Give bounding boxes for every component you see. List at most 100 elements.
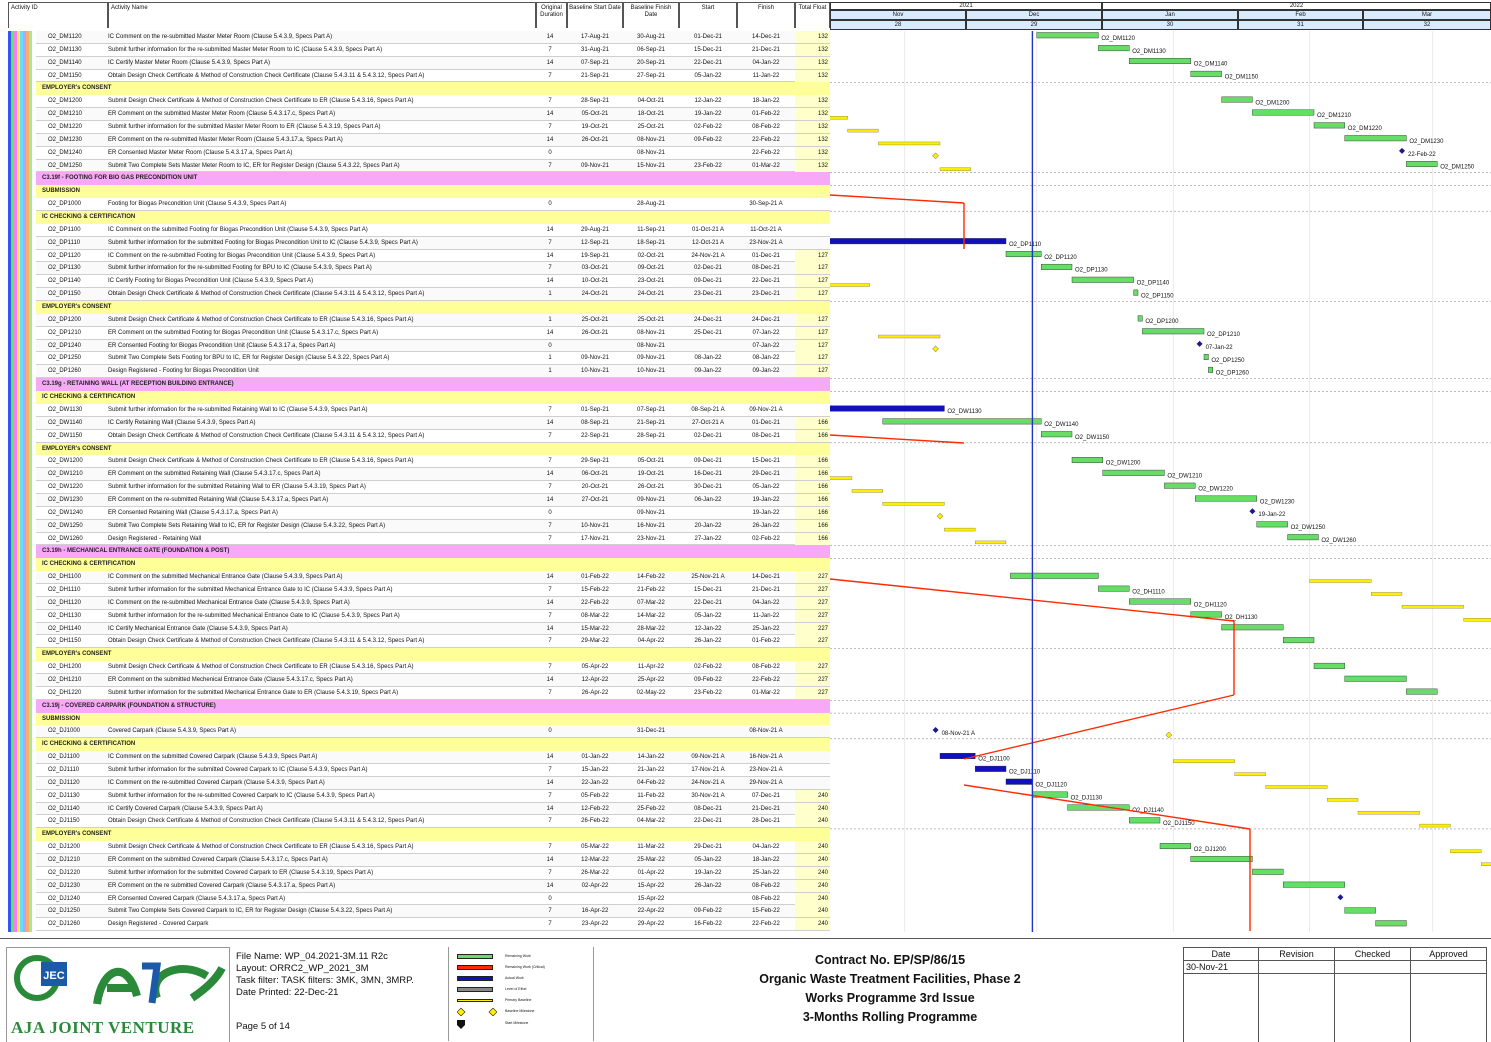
- activity-row[interactable]: O2_DW1230 ER Comment on the re-submitted …: [36, 493, 830, 507]
- activity-row[interactable]: O2_DM1220 Submit further information for …: [36, 121, 830, 134]
- col-activity-id[interactable]: Activity ID: [8, 2, 108, 28]
- activity-row[interactable]: O2_DW1200 Submit Design Check Certificate…: [36, 455, 830, 469]
- activity-row[interactable]: O2_DM1130 Submit further information for …: [36, 43, 830, 57]
- col-orig-duration[interactable]: Original Duration: [536, 2, 567, 28]
- activity-row[interactable]: O2_DP1240 ER Consented Footing for Biogas…: [36, 339, 830, 353]
- finish-date: 08-Feb-22: [752, 664, 780, 671]
- activity-row[interactable]: O2_DJ1250 Submit Two Complete Sets Covere…: [36, 905, 830, 919]
- activity-row[interactable]: O2_DM1240 ER Consented Master Meter Room …: [36, 146, 830, 160]
- activity-row[interactable]: O2_DM1210 ER Comment on the submitted Mas…: [36, 108, 830, 122]
- activity-row[interactable]: O2_DM1230 ER Comment on the re-submitted …: [36, 133, 830, 147]
- activity-row[interactable]: O2_DP1140 IC Certify Footing for Biogas P…: [36, 275, 830, 289]
- baseline-start: 12-Apr-22: [581, 676, 609, 683]
- wbs-section-header[interactable]: C3.19h - MECHANICAL ENTRANCE GATE (FOUND…: [36, 545, 830, 559]
- activity-row[interactable]: O2_DW1220 Submit further information for …: [36, 481, 830, 494]
- activity-row[interactable]: O2_DM1250 Submit Two Complete Sets Master…: [36, 159, 830, 173]
- wbs-subsection-header[interactable]: EMPLOYER's CONSENT: [36, 442, 830, 456]
- col-baseline-start[interactable]: Baseline Start Date: [567, 2, 623, 28]
- activity-row[interactable]: O2_DP1110 Submit further information for …: [36, 236, 830, 250]
- activity-row[interactable]: O2_DP1100 IC Comment on the submitted Foo…: [36, 223, 830, 237]
- wbs-section-header[interactable]: C3.19j - COVERED CARPARK (FOUNDATION & S…: [36, 699, 830, 713]
- col-total-float[interactable]: Total Float: [795, 2, 830, 28]
- wbs-subsection-header[interactable]: SUBMISSION: [36, 712, 830, 726]
- baseline-start: 05-Mar-22: [581, 844, 609, 851]
- activity-row[interactable]: O2_DW1240 ER Consented Retaining Wall (Cl…: [36, 506, 830, 520]
- baseline-finish: 21-Sep-21: [636, 419, 666, 426]
- wbs-subsection-header[interactable]: EMPLOYER's CONSENT: [36, 82, 830, 96]
- wbs-subsection-header[interactable]: IC CHECKING & CERTIFICATION: [36, 391, 830, 404]
- start-date: 23-Feb-22: [694, 689, 722, 696]
- finish-date: 29-Nov-21 A: [749, 779, 783, 786]
- baseline-finish: 09-Nov-21: [636, 509, 665, 516]
- activity-row[interactable]: O2_DJ1260 Design Registered - Covered Car…: [36, 918, 830, 932]
- activity-row[interactable]: O2_DW1140 IC Certify Retaining Wall (Clau…: [36, 416, 830, 430]
- activity-row[interactable]: O2_DM1150 Obtain Design Check Certificate…: [36, 69, 830, 83]
- bar-label: 07-Jan-22: [1206, 345, 1234, 351]
- col-finish[interactable]: Finish: [737, 2, 795, 28]
- activity-row[interactable]: O2_DJ1130 Submit further information for …: [36, 789, 830, 803]
- activity-row[interactable]: O2_DW1250 Submit Two Complete Sets Retain…: [36, 519, 830, 533]
- activity-row[interactable]: O2_DP1200 Submit Design Check Certificate…: [36, 313, 830, 327]
- activity-row[interactable]: O2_DH1120 IC Comment on the re-submitted …: [36, 596, 830, 610]
- activity-row[interactable]: O2_DH1220 Submit further information for …: [36, 686, 830, 700]
- finish-date: 29-Dec-21: [751, 471, 780, 478]
- activity-row[interactable]: O2_DJ1230 ER Comment on the re submitted …: [36, 879, 830, 893]
- activity-row[interactable]: O2_DM1140 IC Certify Master Meter Room (C…: [36, 56, 830, 70]
- finish-date: 02-Feb-22: [752, 535, 780, 542]
- finish-date: 30-Sep-21 A: [749, 201, 783, 208]
- col-activity-name[interactable]: Activity Name: [108, 2, 536, 28]
- activity-row[interactable]: O2_DP1210 ER Comment on the submitted Foo…: [36, 326, 830, 340]
- original-duration: 7: [548, 638, 552, 645]
- activity-row[interactable]: O2_DH1210 ER Comment on the submitted Mec…: [36, 673, 830, 687]
- col-start[interactable]: Start: [679, 2, 737, 28]
- activity-row[interactable]: O2_DP1130 Submit further information for …: [36, 262, 830, 276]
- wbs-subsection-header[interactable]: IC CHECKING & CERTIFICATION: [36, 558, 830, 572]
- wbs-section-header[interactable]: C3.19g - RETAINING WALL (AT RECEPTION BU…: [36, 378, 830, 392]
- wbs-subsection-header[interactable]: IC CHECKING & CERTIFICATION: [36, 211, 830, 224]
- activity-row[interactable]: O2_DP1260 Design Registered - Footing for…: [36, 365, 830, 379]
- finish-date: 01-Feb-22: [752, 638, 780, 645]
- total-float: 227: [795, 686, 830, 699]
- activity-row[interactable]: O2_DJ1100 IC Comment on the submitted Cov…: [36, 751, 830, 764]
- activity-name: IC Certify Covered Carpark (Clause 5.4.3…: [108, 805, 263, 812]
- activity-row[interactable]: O2_DJ1120 IC Comment on the re-submitted …: [36, 776, 830, 790]
- baseline-start: 23-Apr-22: [581, 921, 609, 928]
- remaining-work-bar: [1375, 920, 1407, 927]
- activity-row[interactable]: O2_DH1100 IC Comment on the submitted Mec…: [36, 571, 830, 584]
- activity-row[interactable]: O2_DM1200 Submit Design Check Certificate…: [36, 95, 830, 109]
- total-float: 227: [795, 583, 830, 596]
- activity-row[interactable]: O2_DW1260 Design Registered - Retaining W…: [36, 532, 830, 546]
- activity-row[interactable]: O2_DP1250 Submit Two Complete Sets Footin…: [36, 352, 830, 366]
- activity-row[interactable]: O2_DP1000 Footing for Biogas Precondition…: [36, 198, 830, 212]
- activity-row[interactable]: O2_DJ1210 ER Comment on the submitted Cov…: [36, 854, 830, 867]
- activity-row[interactable]: O2_DH1200 Submit Design Check Certificate…: [36, 661, 830, 674]
- wbs-subsection-header[interactable]: IC CHECKING & CERTIFICATION: [36, 738, 830, 752]
- bar-label: O2_DP1130: [1075, 268, 1108, 274]
- activity-row[interactable]: O2_DH1130 Submit further information for …: [36, 609, 830, 623]
- wbs-section-header[interactable]: C3.19f - FOOTING FOR BIO GAS PRECONDITIO…: [36, 172, 830, 186]
- activity-row[interactable]: O2_DP1150 Obtain Design Check Certificate…: [36, 288, 830, 302]
- col-baseline-finish[interactable]: Baseline Finish Date: [623, 2, 679, 28]
- wbs-subsection-header[interactable]: SUBMISSION: [36, 185, 830, 199]
- activity-row[interactable]: O2_DJ1000 Covered Carpark (Clause 5.4.3.9…: [36, 725, 830, 739]
- activity-row[interactable]: O2_DH1110 Submit further information for …: [36, 583, 830, 597]
- activity-row[interactable]: O2_DW1150 Obtain Design Check Certificate…: [36, 429, 830, 443]
- activity-row[interactable]: O2_DJ1200 Submit Design Check Certificate…: [36, 841, 830, 854]
- activity-row[interactable]: O2_DH1150 Obtain Design Check Certificate…: [36, 635, 830, 649]
- activity-row[interactable]: O2_DJ1240 ER Consented Covered Carpark (C…: [36, 892, 830, 906]
- activity-row[interactable]: O2_DJ1140 IC Certify Covered Carpark (Cla…: [36, 802, 830, 816]
- activity-row[interactable]: O2_DM1120 IC Comment on the re-submitted …: [36, 31, 830, 44]
- activity-name: Footing for Biogas Precondition Unit (Cl…: [108, 201, 287, 208]
- wbs-subsection-header[interactable]: EMPLOYER's CONSENT: [36, 828, 830, 842]
- start-date: 25-Dec-21: [693, 329, 722, 336]
- activity-name: IC Certify Mechanical Entrance Gate (Cla…: [108, 625, 288, 632]
- activity-row[interactable]: O2_DP1120 IC Comment on the re-submitted …: [36, 249, 830, 263]
- activity-row[interactable]: O2_DJ1150 Obtain Design Check Certificate…: [36, 815, 830, 829]
- activity-row[interactable]: O2_DW1210 ER Comment on the submitted Ret…: [36, 468, 830, 482]
- activity-row[interactable]: O2_DH1140 IC Certify Mechanical Entrance …: [36, 622, 830, 636]
- activity-row[interactable]: O2_DJ1110 Submit further information for …: [36, 763, 830, 777]
- activity-row[interactable]: O2_DW1130 Submit further information for …: [36, 403, 830, 417]
- wbs-subsection-header[interactable]: EMPLOYER's CONSENT: [36, 648, 830, 662]
- activity-row[interactable]: O2_DJ1220 Submit further information for …: [36, 866, 830, 880]
- wbs-subsection-header[interactable]: EMPLOYER's CONSENT: [36, 301, 830, 314]
